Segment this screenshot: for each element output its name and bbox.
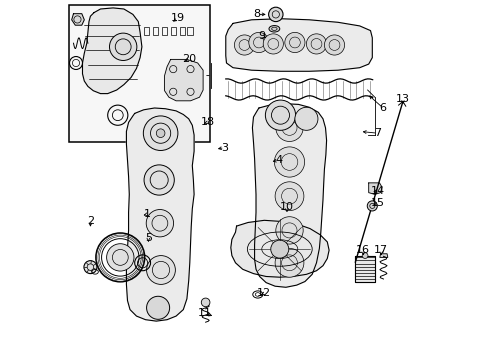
Circle shape <box>156 129 164 138</box>
Bar <box>170 27 176 35</box>
Circle shape <box>362 253 367 258</box>
Polygon shape <box>252 104 326 287</box>
Polygon shape <box>379 254 387 257</box>
Text: 7: 7 <box>373 128 381 138</box>
Circle shape <box>366 201 377 211</box>
Circle shape <box>143 116 178 150</box>
Circle shape <box>294 107 317 130</box>
Text: 10: 10 <box>280 202 293 212</box>
Text: 19: 19 <box>170 13 184 23</box>
Text: 11: 11 <box>198 308 211 318</box>
Text: 15: 15 <box>370 198 384 208</box>
Text: 20: 20 <box>181 54 195 64</box>
Circle shape <box>275 248 303 277</box>
Text: 4: 4 <box>275 155 282 165</box>
Text: 17: 17 <box>373 245 387 255</box>
Circle shape <box>275 217 303 244</box>
Polygon shape <box>72 14 84 25</box>
Circle shape <box>146 210 173 237</box>
Polygon shape <box>82 8 142 94</box>
Circle shape <box>263 34 283 54</box>
Text: 3: 3 <box>221 143 228 153</box>
Polygon shape <box>355 256 374 282</box>
Circle shape <box>284 32 305 53</box>
Text: 12: 12 <box>257 288 271 298</box>
Polygon shape <box>164 59 203 101</box>
Circle shape <box>275 114 303 141</box>
Circle shape <box>146 256 175 284</box>
Circle shape <box>109 33 137 60</box>
Circle shape <box>274 147 304 177</box>
Ellipse shape <box>268 26 279 32</box>
Bar <box>179 27 185 35</box>
Text: 2: 2 <box>87 216 94 226</box>
Polygon shape <box>230 220 328 277</box>
Text: 18: 18 <box>200 117 214 127</box>
Text: 1: 1 <box>143 209 150 219</box>
Text: 6: 6 <box>379 103 386 113</box>
Text: 14: 14 <box>370 186 384 196</box>
Polygon shape <box>225 19 371 71</box>
Text: 13: 13 <box>395 94 409 104</box>
Circle shape <box>306 34 326 54</box>
Circle shape <box>270 240 288 258</box>
Text: 9: 9 <box>258 31 265 41</box>
Text: 16: 16 <box>356 245 369 255</box>
Bar <box>186 27 192 35</box>
Circle shape <box>144 165 174 195</box>
Circle shape <box>84 261 97 274</box>
Text: 5: 5 <box>144 233 152 243</box>
Text: 8: 8 <box>253 9 260 19</box>
Circle shape <box>146 296 169 319</box>
Circle shape <box>106 244 134 271</box>
Bar <box>162 27 167 35</box>
Bar <box>143 27 149 35</box>
Bar <box>152 27 158 35</box>
Bar <box>69 5 210 142</box>
Circle shape <box>265 100 295 130</box>
Circle shape <box>268 7 283 22</box>
Polygon shape <box>368 183 381 194</box>
Polygon shape <box>126 108 194 321</box>
Circle shape <box>234 35 254 55</box>
Circle shape <box>248 32 268 53</box>
Circle shape <box>275 182 303 211</box>
Circle shape <box>324 35 344 55</box>
Circle shape <box>201 298 209 307</box>
